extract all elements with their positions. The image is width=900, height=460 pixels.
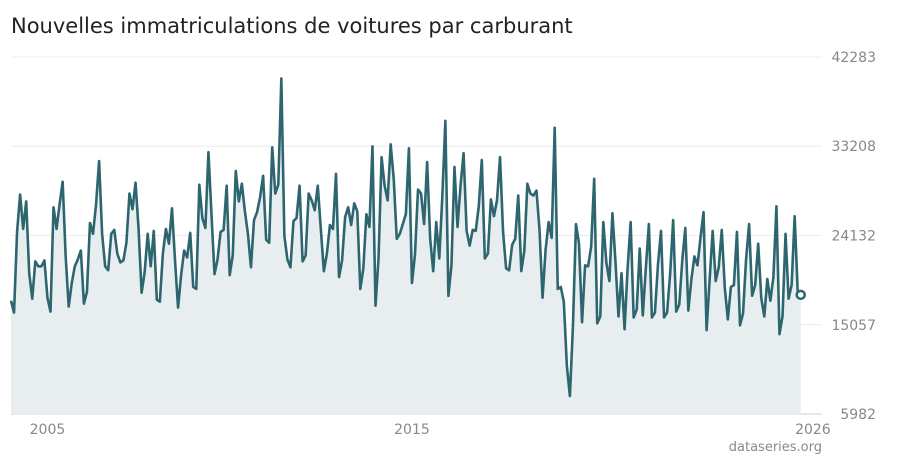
x-tick-label: 2005 <box>30 422 66 438</box>
series-line <box>9 77 802 398</box>
source-credit: dataseries.org <box>728 440 822 455</box>
series-area <box>11 78 801 414</box>
series-endpoint-marker <box>795 289 806 301</box>
x-tick-label: 2015 <box>394 422 430 438</box>
y-tick-label: 5982 <box>840 407 876 423</box>
y-tick-label: 33208 <box>831 139 876 155</box>
y-axis-ticks: 42283 33208 24132 15057 5982 <box>831 50 876 423</box>
y-tick-label: 15057 <box>831 318 876 334</box>
y-tick-label: 42283 <box>831 50 876 66</box>
chart-title: Nouvelles immatriculations de voitures p… <box>11 14 573 38</box>
x-tick-label: 2026 <box>795 422 831 438</box>
y-tick-label: 24132 <box>831 229 876 245</box>
x-axis-ticks: 2005 2015 2026 <box>30 422 831 438</box>
